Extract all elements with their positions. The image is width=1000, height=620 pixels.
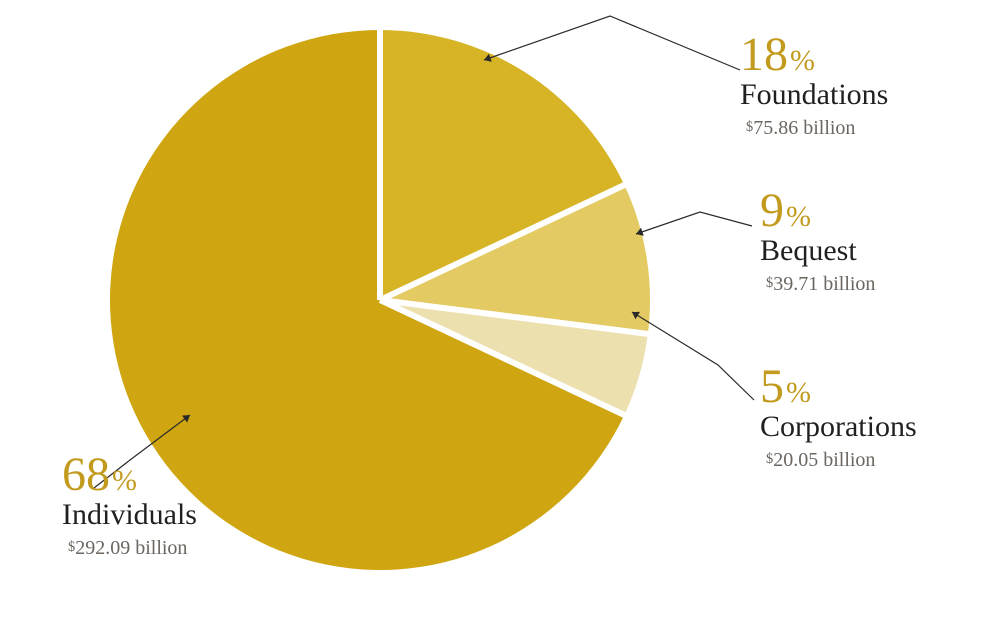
category-corporations: Corporations xyxy=(760,410,917,443)
category-individuals: Individuals xyxy=(62,498,197,531)
category-bequest: Bequest xyxy=(760,234,857,267)
pie-slices xyxy=(110,29,650,570)
amount-individuals: $292.09 billion xyxy=(68,537,187,559)
pie-chart: 18%Foundations$75.86 billion9%Bequest$39… xyxy=(0,0,1000,620)
amount-foundations: $75.86 billion xyxy=(746,117,855,139)
amount-bequest: $39.71 billion xyxy=(766,273,875,295)
category-foundations: Foundations xyxy=(740,78,888,111)
amount-corporations: $20.05 billion xyxy=(766,449,875,471)
